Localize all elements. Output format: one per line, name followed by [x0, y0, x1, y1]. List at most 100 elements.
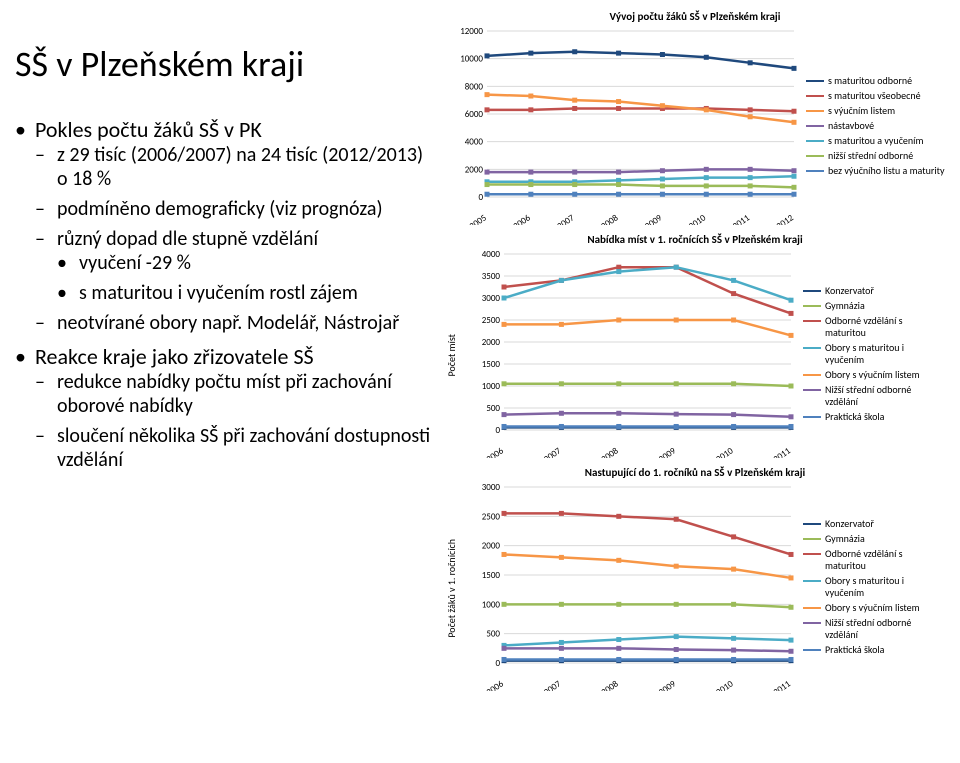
chart2-legend: Konzervatoř Gymnázia Odborné vzdělání s ma… — [797, 248, 945, 462]
legend-label: Konzervatoř — [825, 285, 874, 297]
chart3-ylabel: Počet žáků v 1. ročnících — [445, 539, 458, 638]
legend-swatch — [806, 110, 824, 112]
sub-bullet-item: podmíněno demograficky (viz prognóza) — [35, 197, 435, 221]
legend-swatch — [803, 389, 821, 391]
legend-label: Gymnázia — [825, 533, 865, 545]
legend-swatch — [803, 305, 821, 307]
legend-swatch — [803, 553, 821, 555]
svg-text:4000: 4000 — [482, 249, 501, 260]
svg-text:2006: 2006 — [484, 445, 506, 458]
svg-text:2000: 2000 — [465, 164, 484, 175]
legend-swatch — [806, 170, 824, 172]
svg-text:6000: 6000 — [465, 109, 484, 120]
sub2-bullet-item: vyučení -29 % — [57, 251, 435, 275]
legend-label: Nižší střední odborné vzdělání — [825, 384, 945, 408]
chart3-svg-wrap: 0500100015002000250030002006200720082009… — [462, 481, 797, 695]
svg-text:500: 500 — [486, 403, 500, 414]
legend-item: nižší střední odborné — [806, 150, 945, 162]
sub-bullet-item: neotvírané obory např. Modelář, Nástroja… — [35, 311, 435, 335]
svg-text:2009: 2009 — [657, 678, 679, 691]
chart1-legend: s maturitou odbornés maturitou všeobecné… — [800, 25, 945, 229]
chart1-svg: 0200040006000800010000120002005200620072… — [445, 25, 800, 225]
legend-label: s výučním listem — [828, 105, 895, 117]
right-column: Vývoj počtu žáků SŠ v Plzeňském kraji 0 2… — [445, 10, 945, 753]
chart1-svg-wrap: 0200040006000800010000120002005200620072… — [445, 25, 800, 229]
left-column: SŠ v Plzeňském kraji Pokles počtu žáků S… — [15, 10, 445, 753]
svg-text:1000: 1000 — [482, 599, 501, 610]
legend-label: Gymnázia — [825, 300, 865, 312]
svg-text:2007: 2007 — [542, 445, 564, 458]
legend-swatch — [803, 290, 821, 292]
svg-text:1500: 1500 — [482, 570, 501, 581]
legend-item: Praktická škola — [803, 411, 945, 423]
legend-item: Gymnázia — [803, 533, 945, 545]
legend-item: bez výučního listu a maturity — [806, 165, 945, 177]
legend-label: Obory s výučním listem — [825, 369, 920, 381]
svg-text:2010: 2010 — [714, 445, 736, 458]
chart3-title: Nastupující do 1. ročníků na SŠ v Plzeňs… — [445, 466, 945, 479]
legend-swatch — [803, 580, 821, 582]
chart2-ylabel: Počet míst — [445, 334, 458, 376]
legend-label: Obory s maturitou i vyučením — [825, 342, 945, 366]
svg-text:2011: 2011 — [731, 212, 753, 225]
legend-swatch — [803, 347, 821, 349]
legend-swatch — [806, 125, 824, 127]
legend-label: nižší střední odborné — [828, 150, 913, 162]
chart2-svg: 0500100015002000250030003500400020062007… — [462, 248, 797, 458]
chart3-svg: 0500100015002000250030002006200720082009… — [462, 481, 797, 691]
legend-item: s výučním listem — [806, 105, 945, 117]
chart1-title: Vývoj počtu žáků SŠ v Plzeňském kraji — [445, 10, 945, 23]
legend-swatch — [806, 155, 824, 157]
svg-text:2010: 2010 — [714, 678, 736, 691]
chart2-svg-wrap: 0500100015002000250030003500400020062007… — [462, 248, 797, 462]
sub2-bullet-item: s maturitou i vyučením rostl zájem — [57, 281, 435, 305]
sub-bullet-item: redukce nabídky počtu míst při zachování… — [35, 370, 435, 418]
legend-swatch — [806, 140, 824, 142]
svg-text:500: 500 — [486, 629, 500, 640]
legend-label: Odborné vzdělání s maturitou — [825, 315, 945, 339]
svg-text:2500: 2500 — [482, 315, 501, 326]
svg-text:1000: 1000 — [482, 381, 501, 392]
legend-label: bez výučního listu a maturity — [828, 165, 945, 177]
svg-text:2007: 2007 — [542, 678, 564, 691]
legend-item: Nižší střední odborné vzdělání — [803, 384, 945, 408]
legend-item: Obory s výučním listem — [803, 369, 945, 381]
legend-item: Konzervatoř — [803, 518, 945, 530]
legend-label: Odborné vzdělání s maturitou — [825, 548, 945, 572]
legend-swatch — [806, 80, 824, 82]
svg-text:3000: 3000 — [482, 482, 501, 493]
legend-swatch — [803, 374, 821, 376]
svg-text:2006: 2006 — [484, 678, 506, 691]
bullet-item: Pokles počtu žáků SŠ v PKz 29 tisíc (200… — [15, 116, 435, 335]
svg-text:2012: 2012 — [774, 212, 796, 225]
svg-text:2008: 2008 — [599, 678, 621, 691]
chart2-block: Nabídka míst v 1. ročnících SŠ v Plzeňsk… — [445, 233, 945, 466]
legend-swatch — [803, 538, 821, 540]
legend-label: Praktická škola — [825, 644, 884, 656]
sub-bullet-item: sloučení několika SŠ při zachování dostu… — [35, 424, 435, 472]
legend-label: Praktická škola — [825, 411, 884, 423]
legend-label: Nižší střední odborné vzdělání — [825, 617, 945, 641]
svg-text:2011: 2011 — [771, 678, 793, 691]
svg-text:2011: 2011 — [771, 445, 793, 458]
svg-text:3000: 3000 — [482, 293, 501, 304]
chart1-block: Vývoj počtu žáků SŠ v Plzeňském kraji 02… — [445, 10, 945, 233]
legend-item: Obory s maturitou i vyučením — [803, 575, 945, 599]
svg-text:0: 0 — [495, 658, 500, 669]
legend-label: Obory s výučním listem — [825, 602, 920, 614]
legend-item: s maturitou odborné — [806, 75, 945, 87]
legend-swatch — [803, 320, 821, 322]
legend-item: Obory s maturitou i vyučením — [803, 342, 945, 366]
legend-swatch — [803, 523, 821, 525]
slide-title: SŠ v Plzeňském kraji — [15, 42, 435, 86]
bullet-item: Reakce kraje jako zřizovatele SŠredukce … — [15, 343, 435, 472]
legend-item: s maturitou a vyučením — [806, 135, 945, 147]
svg-text:2009: 2009 — [643, 212, 665, 225]
svg-text:1500: 1500 — [482, 359, 501, 370]
legend-label: s maturitou odborné — [828, 75, 912, 87]
svg-text:2000: 2000 — [482, 541, 501, 552]
legend-item: Obory s výučním listem — [803, 602, 945, 614]
svg-text:8000: 8000 — [465, 81, 484, 92]
svg-text:3500: 3500 — [482, 271, 501, 282]
chart2-title: Nabídka míst v 1. ročnících SŠ v Plzeňsk… — [445, 233, 945, 246]
